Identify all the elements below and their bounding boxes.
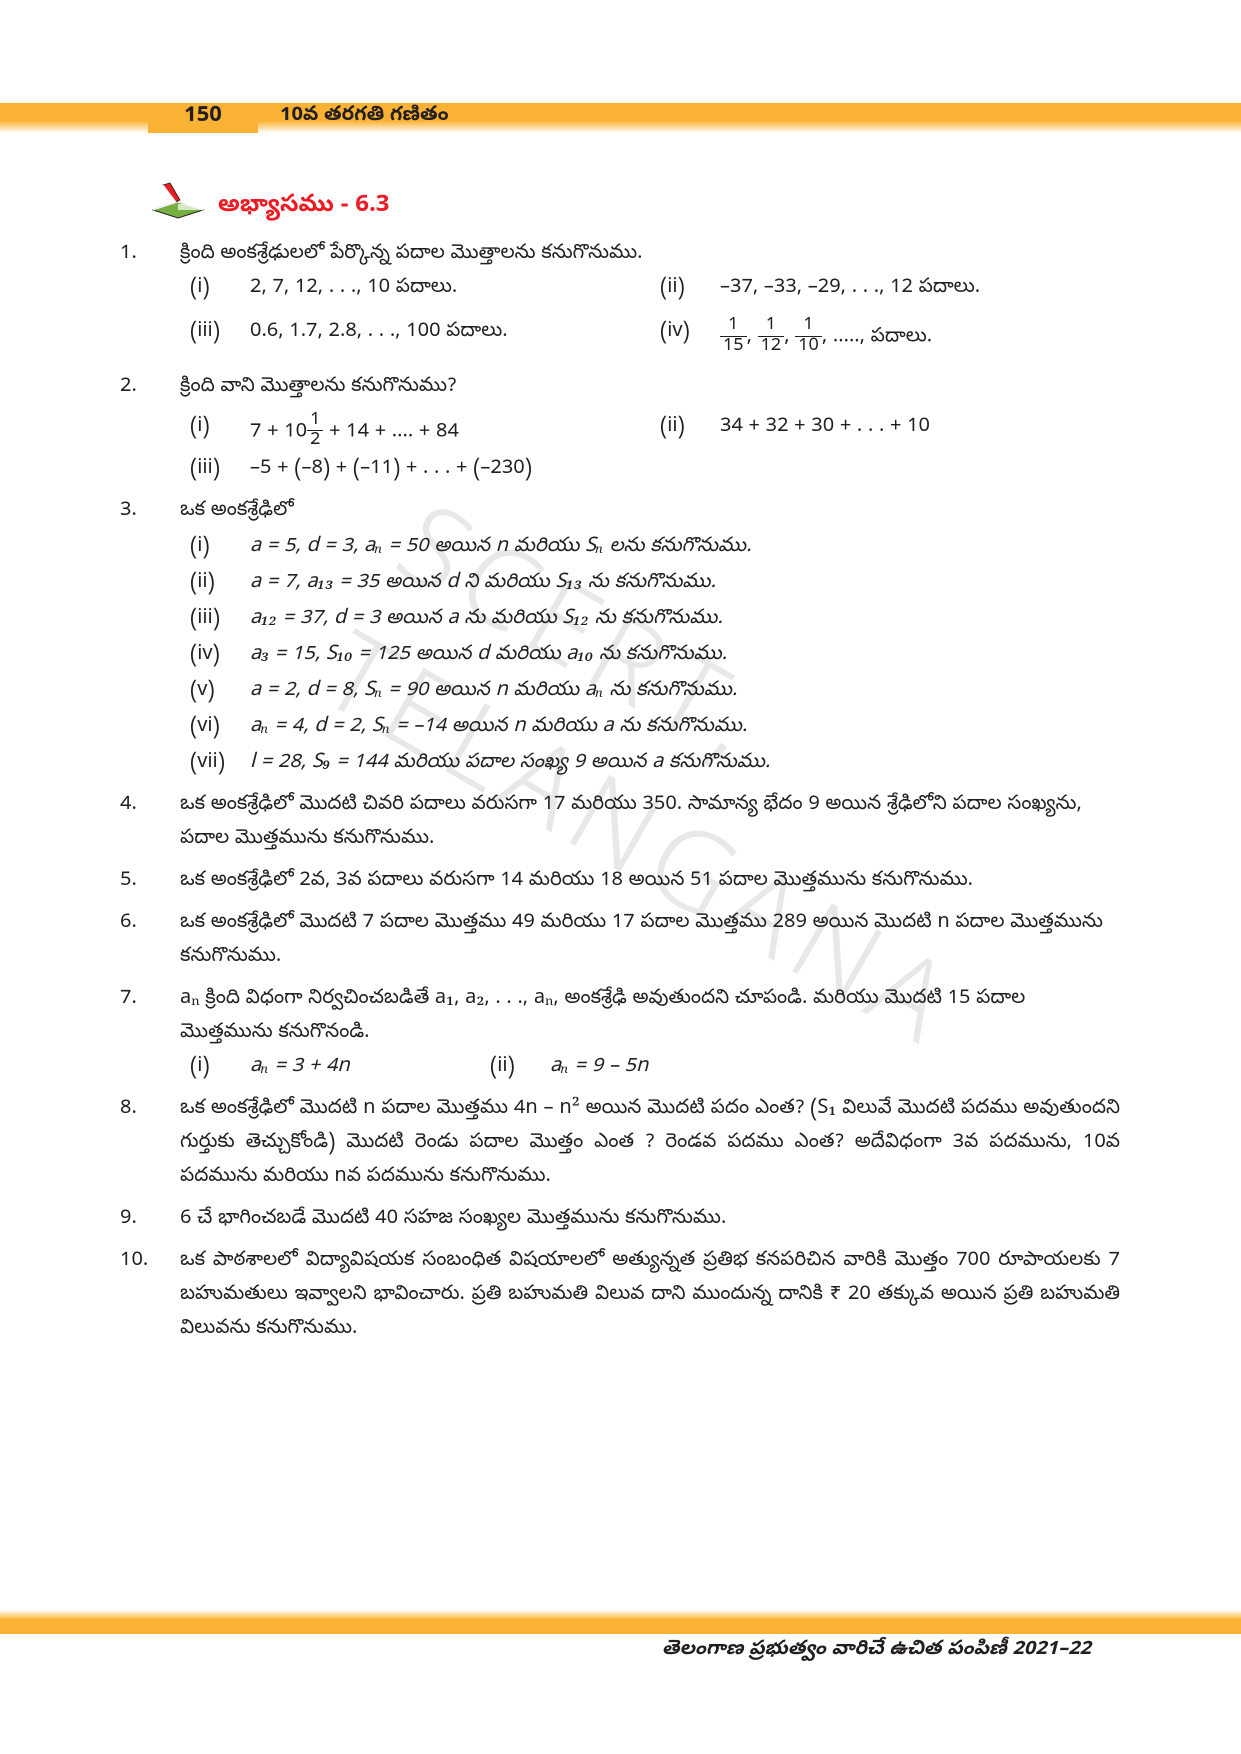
q2-i: 7 + 1012 + 14 + .... + 84	[250, 411, 650, 452]
q1-number: 1.	[120, 238, 180, 357]
q3-ii-label: (ii)	[180, 567, 250, 601]
q3-iii: a₁₂ = 37, d = 3 అయిన a ను మరియు S₁₂ ను క…	[250, 603, 1120, 637]
q7-i: aₙ = 3 + 4n	[250, 1051, 480, 1085]
q3-text: ఒక అంకశ్రేఢిలో	[180, 495, 1120, 529]
q3-iv: a₃ = 15, S₁₀ = 125 అయిన d మరియు a₁₀ ను క…	[250, 639, 1120, 673]
q7-i-label: (i)	[180, 1051, 250, 1085]
question-3: 3. ఒక అంకశ్రేఢిలో (i)a = 5, d = 3, aₙ = …	[120, 495, 1120, 781]
q1-iii-label: (iii)	[180, 316, 250, 357]
content-area: 1. క్రింది అంకశ్రేఢులలో పేర్కొన్న పదాల మ…	[120, 230, 1120, 1347]
q9-text: 6 చే భాగించబడే మొదటి 40 సహజ సంఖ్యల మొత్త…	[180, 1203, 1120, 1237]
exercise-title: అభ్యాసము - 6.3	[218, 190, 390, 223]
chapter-title: 10వ తరగతి గణితం	[280, 103, 449, 131]
footer-text: తెలంగాణ ప్రభుత్వం వారిచే ఉచిత పంపిణీ 202…	[662, 1637, 1091, 1664]
q2-ii: 34 + 32 + 30 + . . . + 10	[720, 411, 1120, 452]
q1-i: 2, 7, 12, . . ., 10 పదాలు.	[250, 272, 650, 306]
q1-ii-label: (ii)	[650, 272, 720, 306]
q1-i-label: (i)	[180, 272, 250, 306]
q4-number: 4.	[120, 789, 180, 857]
q1-iii: 0.6, 1.7, 2.8, . . ., 100 పదాలు.	[250, 316, 650, 357]
q10-text: ఒక పాఠశాలలో విద్యావిషయక సంబంధిత విషయాలలో…	[180, 1245, 1120, 1347]
q1-ii: –37, –33, –29, . . ., 12 పదాలు.	[720, 272, 1120, 306]
q2-text: క్రింది వాని మొత్తాలను కనుగొనుము?	[180, 371, 1120, 405]
q3-i-label: (i)	[180, 531, 250, 565]
q6-text: ఒక అంకశ్రేఢిలో మొదటి 7 పదాల మొత్తము 49 మ…	[180, 907, 1120, 975]
q3-iii-label: (iii)	[180, 603, 250, 637]
q7-ii: aₙ = 9 – 5n	[550, 1051, 780, 1085]
q3-v-label: (v)	[180, 675, 250, 709]
q2-iii-label: (iii)	[180, 453, 250, 487]
q3-iv-label: (iv)	[180, 639, 250, 673]
q3-ii: a = 7, a₁₃ = 35 అయిన d ని మరియు S₁₃ ను క…	[250, 567, 1120, 601]
question-7: 7. aₙ క్రింది విధంగా నిర్వచించబడితే a₁, …	[120, 983, 1120, 1085]
q3-v: a = 2, d = 8, Sₙ = 90 అయిన n మరియు aₙ ను…	[250, 675, 1120, 709]
question-9: 9.6 చే భాగించబడే మొదటి 40 సహజ సంఖ్యల మొత…	[120, 1203, 1120, 1237]
q3-vi-label: (vi)	[180, 711, 250, 745]
exercise-icon	[148, 180, 208, 230]
q6-number: 6.	[120, 907, 180, 975]
q2-iii: –5 + (–8) + (–11) + . . . + (–230)	[250, 453, 1120, 487]
q1-iv: 115, 112, 110, ....., పదాలు.	[720, 316, 1120, 357]
q3-i: a = 5, d = 3, aₙ = 50 అయిన n మరియు Sₙ లన…	[250, 531, 1120, 565]
question-5: 5.ఒక అంకశ్రేఢిలో 2వ, 3వ పదాలు వరుసగా 14 …	[120, 865, 1120, 899]
q3-vii: l = 28, S₉ = 144 మరియు పదాల సంఖ్య 9 అయిన…	[250, 747, 1120, 781]
q8-text: ఒక అంకశ్రేఢిలో మొదటి n పదాల మొత్తము 4n –…	[180, 1093, 1120, 1195]
q5-number: 5.	[120, 865, 180, 899]
q4-text: ఒక అంకశ్రేఢిలో మొదటి చివరి పదాలు వరుసగా …	[180, 789, 1120, 857]
question-1: 1. క్రింది అంకశ్రేఢులలో పేర్కొన్న పదాల మ…	[120, 238, 1120, 357]
q5-text: ఒక అంకశ్రేఢిలో 2వ, 3వ పదాలు వరుసగా 14 మర…	[180, 865, 1120, 899]
footer-bar	[0, 1610, 1241, 1634]
q2-number: 2.	[120, 371, 180, 488]
q9-number: 9.	[120, 1203, 180, 1237]
q10-number: 10.	[120, 1245, 180, 1347]
q7-number: 7.	[120, 983, 180, 1085]
q7-ii-label: (ii)	[480, 1051, 550, 1085]
q8-number: 8.	[120, 1093, 180, 1195]
page-number: 150	[148, 103, 258, 133]
question-6: 6.ఒక అంకశ్రేఢిలో మొదటి 7 పదాల మొత్తము 49…	[120, 907, 1120, 975]
q7-text: aₙ క్రింది విధంగా నిర్వచించబడితే a₁, a₂,…	[180, 983, 1120, 1051]
question-10: 10.ఒక పాఠశాలలో విద్యావిషయక సంబంధిత విషయా…	[120, 1245, 1120, 1347]
q3-vii-label: (vii)	[180, 747, 250, 781]
q2-ii-label: (ii)	[650, 411, 720, 452]
question-4: 4.ఒక అంకశ్రేఢిలో మొదటి చివరి పదాలు వరుసగ…	[120, 789, 1120, 857]
q1-text: క్రింది అంకశ్రేఢులలో పేర్కొన్న పదాల మొత్…	[180, 238, 1120, 272]
q2-i-label: (i)	[180, 411, 250, 452]
question-8: 8.ఒక అంకశ్రేఢిలో మొదటి n పదాల మొత్తము 4n…	[120, 1093, 1120, 1195]
q1-iv-label: (iv)	[650, 316, 720, 357]
q3-vi: aₙ = 4, d = 2, Sₙ = –14 అయిన n మరియు a న…	[250, 711, 1120, 745]
question-2: 2. క్రింది వాని మొత్తాలను కనుగొనుము? (i)…	[120, 371, 1120, 488]
q3-number: 3.	[120, 495, 180, 781]
